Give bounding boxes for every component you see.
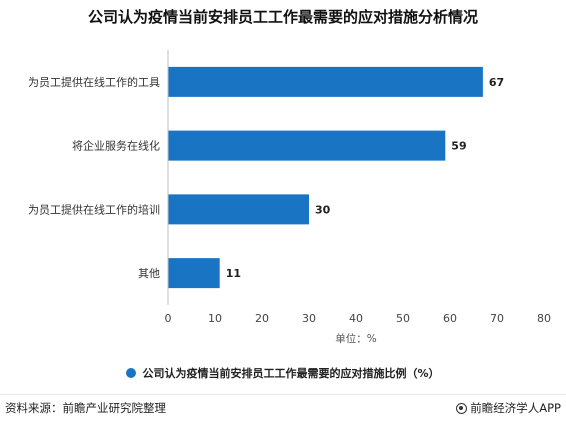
brand-credit: 前瞻经济学人APP	[456, 400, 561, 416]
x-tick-label: 10	[208, 312, 222, 325]
bar	[168, 258, 220, 289]
data-label: 11	[226, 267, 241, 280]
data-label: 30	[315, 203, 331, 216]
category-label: 为员工提供在线工作的培训	[28, 202, 160, 216]
x-tick-label: 50	[396, 312, 410, 325]
axis-unit-label: 单位：%	[335, 332, 376, 345]
bars-group	[168, 66, 483, 289]
bar	[168, 194, 309, 225]
x-tick-label: 0	[165, 312, 172, 325]
data-labels-group: 67 59 30 11	[226, 76, 505, 280]
x-tick-label: 70	[490, 312, 504, 325]
x-tick-label: 80	[537, 312, 551, 325]
x-axis: 0 10 20 30 40 50 60 70 80	[165, 50, 551, 325]
x-tick-label: 30	[302, 312, 316, 325]
category-label: 为员工提供在线工作的工具	[28, 75, 160, 89]
bar	[168, 130, 446, 161]
legend-marker	[126, 368, 137, 378]
legend: 公司认为疫情当前安排员工工作最需要的应对措施比例（%）	[0, 365, 566, 381]
source-note: 资料来源：前瞻产业研究院整理	[5, 401, 166, 415]
category-label: 其他	[138, 267, 160, 280]
data-label: 59	[451, 140, 466, 153]
footer-divider	[0, 394, 566, 395]
data-label: 67	[489, 76, 504, 89]
bar	[168, 66, 483, 97]
chart-title: 公司认为疫情当前安排员工工作最需要的应对措施分析情况	[87, 8, 478, 26]
x-tick-label: 20	[255, 312, 269, 325]
brand-name: 前瞻经济学人APP	[470, 401, 561, 415]
category-label: 将企业服务在线化	[72, 139, 160, 153]
brand-logo-icon	[456, 402, 468, 414]
x-tick-label: 40	[349, 312, 363, 325]
x-tick-label: 60	[443, 312, 457, 325]
legend-label: 公司认为疫情当前安排员工工作最需要的应对措施比例（%）	[142, 367, 440, 380]
